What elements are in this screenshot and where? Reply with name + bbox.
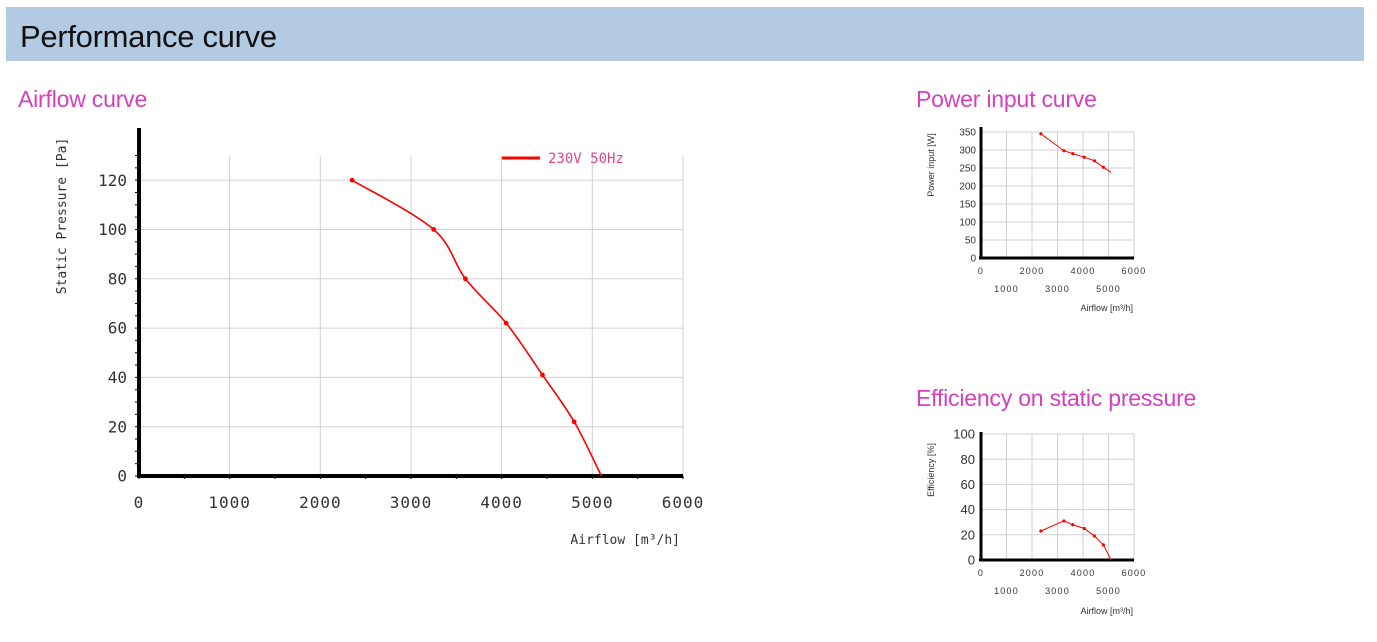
x-tick-label: 2000: [299, 493, 342, 512]
y-tick-label: 350: [959, 128, 976, 139]
y-axis-title: Efficiency [%]: [926, 443, 936, 497]
data-point: [540, 372, 545, 378]
y-tick-label: 20: [108, 417, 127, 436]
y-tick-label: 80: [961, 452, 975, 467]
y-tick-label: 50: [965, 236, 977, 247]
data-point: [1092, 159, 1097, 163]
y-tick-label: 0: [968, 553, 975, 568]
y-tick-label: 60: [961, 477, 975, 492]
data-point: [431, 227, 437, 232]
x-tick-label: 5000: [571, 493, 614, 512]
y-tick-label: 100: [959, 218, 976, 229]
data-point: [1082, 155, 1086, 159]
data-point: [571, 419, 577, 425]
y-tick-label: 40: [961, 502, 975, 517]
data-point: [463, 276, 468, 282]
x-tick-label: 1000: [208, 493, 251, 512]
efficiency-chart-title: Efficiency on static pressure: [916, 385, 1197, 411]
y-tick-label: 80: [108, 269, 127, 288]
y-tick-label: 60: [108, 319, 127, 338]
data-point: [1071, 152, 1075, 156]
header-bar: Performance curve: [6, 7, 1364, 61]
airflow-chart-title: Airflow curve: [18, 86, 148, 112]
y-tick-label: 120: [98, 171, 127, 190]
x-tick-label: 0: [978, 266, 984, 276]
x-axis-title: Airflow [m³/h]: [570, 533, 680, 548]
y-tick-label: 100: [953, 427, 975, 442]
x-tick-label: 5000: [1096, 586, 1121, 596]
y-tick-label: 150: [959, 200, 976, 211]
x-axis-title: Airflow [m³/h]: [1080, 303, 1133, 313]
y-tick-label: 250: [959, 164, 976, 175]
data-point: [1062, 519, 1066, 523]
x-tick-label: 4000: [480, 493, 523, 512]
y-tick-label: 40: [108, 368, 127, 387]
x-tick-label: 6000: [662, 493, 705, 512]
series-line: [1040, 520, 1112, 561]
legend-label: 230V 50Hz: [548, 151, 624, 167]
data-point: [1082, 526, 1086, 531]
y-axis-title: Power input [W]: [926, 133, 936, 197]
page-title: Performance curve: [20, 19, 277, 54]
y-tick-label: 200: [959, 182, 976, 193]
x-tick-label: 3000: [1045, 586, 1070, 596]
data-point: [1039, 132, 1043, 136]
airflow-chart: 0 20 40 60 80 100 120 0 1000 2000 3000 4000 5000 6000…: [55, 128, 705, 548]
x-tick-label: 3000: [1045, 284, 1070, 294]
data-point: [1071, 523, 1075, 527]
x-tick-label: 1000: [994, 284, 1019, 294]
data-point: [1062, 149, 1066, 153]
data-point: [1039, 529, 1043, 533]
data-point: [1092, 534, 1097, 538]
x-tick-label: 2000: [1020, 568, 1045, 578]
x-tick-label: 1000: [994, 586, 1019, 596]
power-chart-title: Power input curve: [916, 86, 1097, 112]
y-tick-label: 0: [117, 467, 127, 486]
x-tick-label: 3000: [390, 493, 433, 512]
data-point: [1101, 165, 1105, 169]
x-tick-label: 0: [978, 568, 984, 578]
data-point: [1101, 543, 1105, 547]
efficiency-chart: 0204060801000100020003000400050006000Air…: [926, 427, 1147, 616]
y-axis-title: Static Pressure [Pa]: [55, 138, 70, 295]
y-tick-label: 100: [98, 220, 127, 239]
x-tick-label: 2000: [1020, 266, 1045, 276]
y-tick-label: 300: [959, 146, 976, 157]
y-tick-label: 0: [970, 254, 976, 265]
x-tick-label: 4000: [1071, 568, 1096, 578]
data-point: [349, 177, 355, 183]
x-tick-label: 0: [134, 493, 145, 512]
x-axis-title: Airflow [m³/h]: [1080, 606, 1133, 616]
x-tick-label: 5000: [1096, 284, 1121, 294]
x-tick-label: 6000: [1122, 568, 1147, 578]
data-point: [503, 320, 509, 326]
series-line: [1040, 133, 1112, 173]
x-tick-label: 4000: [1071, 266, 1096, 276]
power-input-chart: 0 50 100 150 200 250 300 350 0 100020003000400050…: [926, 127, 1147, 313]
y-tick-label: 20: [961, 527, 975, 542]
x-tick-label: 6000: [1122, 266, 1147, 276]
